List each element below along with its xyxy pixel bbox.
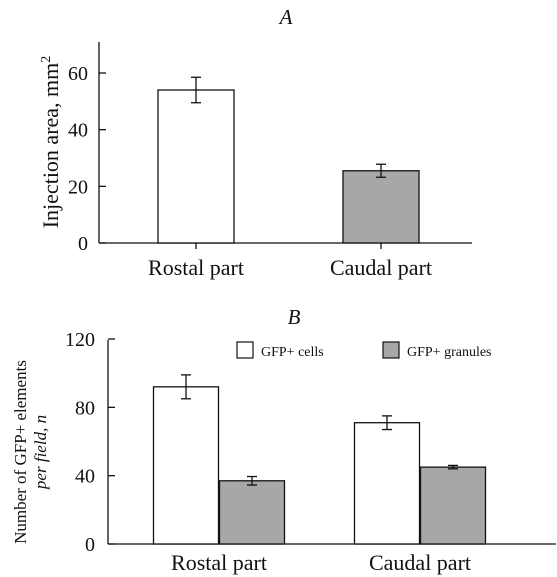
panel-a-chart: A Injection area, mm2 0 20 40 60 Rostal part… xyxy=(38,5,472,280)
panel-a-y-tick-label: 40 xyxy=(68,120,88,142)
legend-label: GFP+ cells xyxy=(261,345,324,360)
panel-b-y-axis-label-line-1: Number of GFP+ elements xyxy=(11,360,30,544)
panel-b-y-tick-label: 80 xyxy=(75,397,95,419)
panel-a-y-axis-label: Injection area, mm2 xyxy=(38,56,63,229)
panel-b-bar xyxy=(353,422,421,545)
panel-b-y-tick-label: 40 xyxy=(75,466,95,488)
panel-a-y-axis-label-superscript: 2 xyxy=(39,56,54,63)
panel-b-category-label: Rostal part xyxy=(171,550,267,575)
panel-b-y-axis-label-line-2: per field, n xyxy=(31,415,50,490)
panel-b-legend: GFP+ cells GFP+ granules xyxy=(236,341,492,360)
panel-a-error-bar xyxy=(376,163,386,178)
legend-swatch xyxy=(236,341,254,359)
legend-label: GFP+ granules xyxy=(407,345,492,360)
panel-a-category-label: Rostal part xyxy=(148,255,244,280)
panel-b-chart: B Number of GFP+ elements per field, n 0… xyxy=(11,305,556,575)
panel-b-category-label: Caudal part xyxy=(369,550,471,575)
panel-a-y-axis-label-text: Injection area, mm xyxy=(38,63,63,229)
panel-b-error-bar xyxy=(181,374,191,400)
panel-a-y-tick-label: 20 xyxy=(68,176,88,198)
panel-b-error-bar xyxy=(448,464,458,470)
panel-b-y-tick-label: 0 xyxy=(85,534,95,556)
panel-a-bar xyxy=(157,89,235,244)
panel-a-title: A xyxy=(278,5,293,29)
panel-b-y-axis-label: Number of GFP+ elements xyxy=(11,360,30,544)
panel-b-error-bar xyxy=(247,475,257,486)
panel-b-bar xyxy=(419,466,487,545)
panel-a-y-tick-label: 0 xyxy=(78,233,88,255)
panel-a-y-tick-label: 60 xyxy=(68,63,88,85)
panel-b-bar xyxy=(218,480,286,545)
panel-a-bar xyxy=(342,170,420,244)
panel-b-bar xyxy=(152,386,220,545)
panel-b-y-tick-label: 120 xyxy=(65,329,95,351)
panel-b-y-axis-label-2: per field, n xyxy=(31,415,50,490)
panel-a-error-bar xyxy=(191,76,201,104)
legend-swatch xyxy=(382,341,400,359)
panel-b-error-bar xyxy=(382,415,392,431)
panel-b-title: B xyxy=(288,305,301,329)
panel-a-category-label: Caudal part xyxy=(330,255,432,280)
